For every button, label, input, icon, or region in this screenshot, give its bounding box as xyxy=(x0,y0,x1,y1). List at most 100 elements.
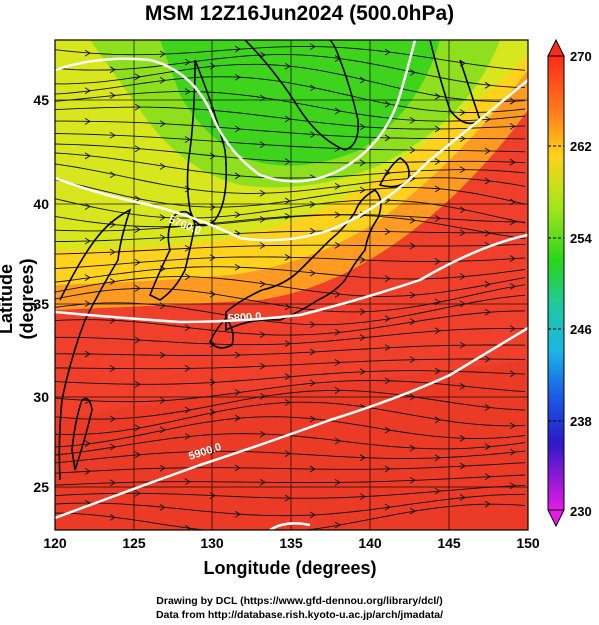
streamline-arrow xyxy=(459,166,466,174)
streamline-arrow xyxy=(409,146,416,154)
streamline-arrow xyxy=(234,45,241,53)
streamline xyxy=(55,54,526,89)
streamline-arrow xyxy=(359,123,366,131)
streamline-arrow xyxy=(184,88,191,95)
streamline xyxy=(55,120,526,140)
streamline-arrow xyxy=(109,415,116,423)
streamline-arrow xyxy=(284,373,291,381)
streamline-arrow xyxy=(434,298,441,306)
streamline-arrow xyxy=(234,263,241,271)
streamline-arrow xyxy=(309,201,316,208)
streamline-arrow xyxy=(184,136,191,143)
streamline-arrow xyxy=(209,492,216,500)
streamline-arrow xyxy=(434,487,441,495)
streamline-arrow xyxy=(459,434,466,442)
x-tick-label: 145 xyxy=(437,535,461,551)
y-tick-label: 25 xyxy=(33,479,49,495)
streamline-arrow xyxy=(509,325,516,332)
streamline-arrow xyxy=(259,94,266,102)
streamline-arrow xyxy=(259,141,266,149)
streamline xyxy=(55,243,526,255)
streamline-arrow xyxy=(159,503,166,511)
streamline-arrow xyxy=(334,107,341,115)
streamline-arrow xyxy=(459,341,466,349)
streamline-arrow xyxy=(309,465,316,473)
streamline xyxy=(55,503,526,530)
streamline-arrow xyxy=(509,370,516,378)
contour-label-5800: 5800.0 xyxy=(227,311,261,325)
streamline-arrow xyxy=(134,380,141,388)
streamline-arrow xyxy=(384,48,391,56)
streamline-arrow xyxy=(134,103,141,111)
streamline-arrow xyxy=(159,163,166,170)
streamline-arrow xyxy=(409,356,416,364)
streamline-arrow xyxy=(409,476,416,484)
streamline-arrow xyxy=(259,430,266,438)
streamline-arrow xyxy=(509,448,516,456)
streamline-arrow xyxy=(134,145,141,153)
streamline-arrow xyxy=(159,397,166,404)
streamline-arrow xyxy=(109,513,116,521)
streamline-arrow xyxy=(84,203,91,210)
streamline-arrow xyxy=(134,226,141,233)
streamline-arrow xyxy=(134,489,141,497)
streamline-arrow xyxy=(509,97,516,105)
streamline-arrow xyxy=(309,415,316,423)
streamline-arrow xyxy=(484,81,491,89)
streamline-arrow xyxy=(284,158,291,165)
data-credit: Data from http://database.rish.kyoto-u.a… xyxy=(155,609,444,621)
streamline-arrow xyxy=(84,237,91,245)
streamline-arrow xyxy=(334,241,341,249)
streamline-arrow xyxy=(484,308,491,316)
streamline-arrow xyxy=(159,76,166,84)
streamline-arrow xyxy=(284,340,291,348)
streamline-arrow xyxy=(284,494,291,502)
drawing-credit: Drawing by DCL (https://www.gfd-dennou.o… xyxy=(156,595,443,607)
streamline-arrow xyxy=(84,440,91,448)
streamline-arrow xyxy=(184,524,191,530)
streamline-arrow xyxy=(184,406,191,414)
streamline-arrow xyxy=(334,328,341,336)
streamline-arrow xyxy=(259,362,266,370)
streamline-arrow xyxy=(359,76,366,84)
y-tick-label: 35 xyxy=(33,296,49,312)
streamline-arrow xyxy=(309,511,316,519)
streamline-arrow xyxy=(134,336,141,344)
streamline-arrow xyxy=(284,62,291,70)
streamline-arrow xyxy=(484,443,491,451)
streamline-arrow xyxy=(134,451,141,459)
streamline-arrow xyxy=(134,258,141,266)
streamline-arrow xyxy=(259,392,266,400)
streamline-arrow xyxy=(309,379,316,387)
x-tick-label: 140 xyxy=(358,535,382,551)
streamline-arrow xyxy=(159,50,166,58)
streamline xyxy=(55,152,526,179)
streamline-arrow xyxy=(334,182,341,190)
streamline xyxy=(55,214,526,240)
streamline-arrow xyxy=(84,274,91,282)
streamline-arrow xyxy=(284,303,291,311)
streamline-arrow xyxy=(334,387,341,394)
streamline-arrow xyxy=(234,351,241,359)
colorbar-tick-label: 246 xyxy=(570,322,592,337)
x-tick-label: 120 xyxy=(43,535,67,551)
streamline-arrow xyxy=(109,443,116,451)
y-tick-label: 40 xyxy=(33,196,49,212)
streamline-arrow xyxy=(509,482,516,490)
streamline-arrow xyxy=(384,503,391,511)
streamline-arrow xyxy=(259,215,266,223)
streamline-arrow xyxy=(359,211,366,219)
streamline xyxy=(55,133,526,153)
streamline-arrow xyxy=(234,464,241,472)
streamline-arrow xyxy=(309,131,316,138)
streamline-arrow xyxy=(159,120,166,128)
streamline-arrow xyxy=(359,256,366,264)
streamline-arrow xyxy=(184,185,191,193)
streamline-arrow xyxy=(459,109,466,116)
streamline-arrow xyxy=(159,214,166,221)
y-axis-title: Latitude (degrees) xyxy=(0,258,37,340)
streamline-arrow xyxy=(509,255,516,262)
streamline-arrow xyxy=(459,206,466,214)
streamline-arrow xyxy=(234,73,241,81)
